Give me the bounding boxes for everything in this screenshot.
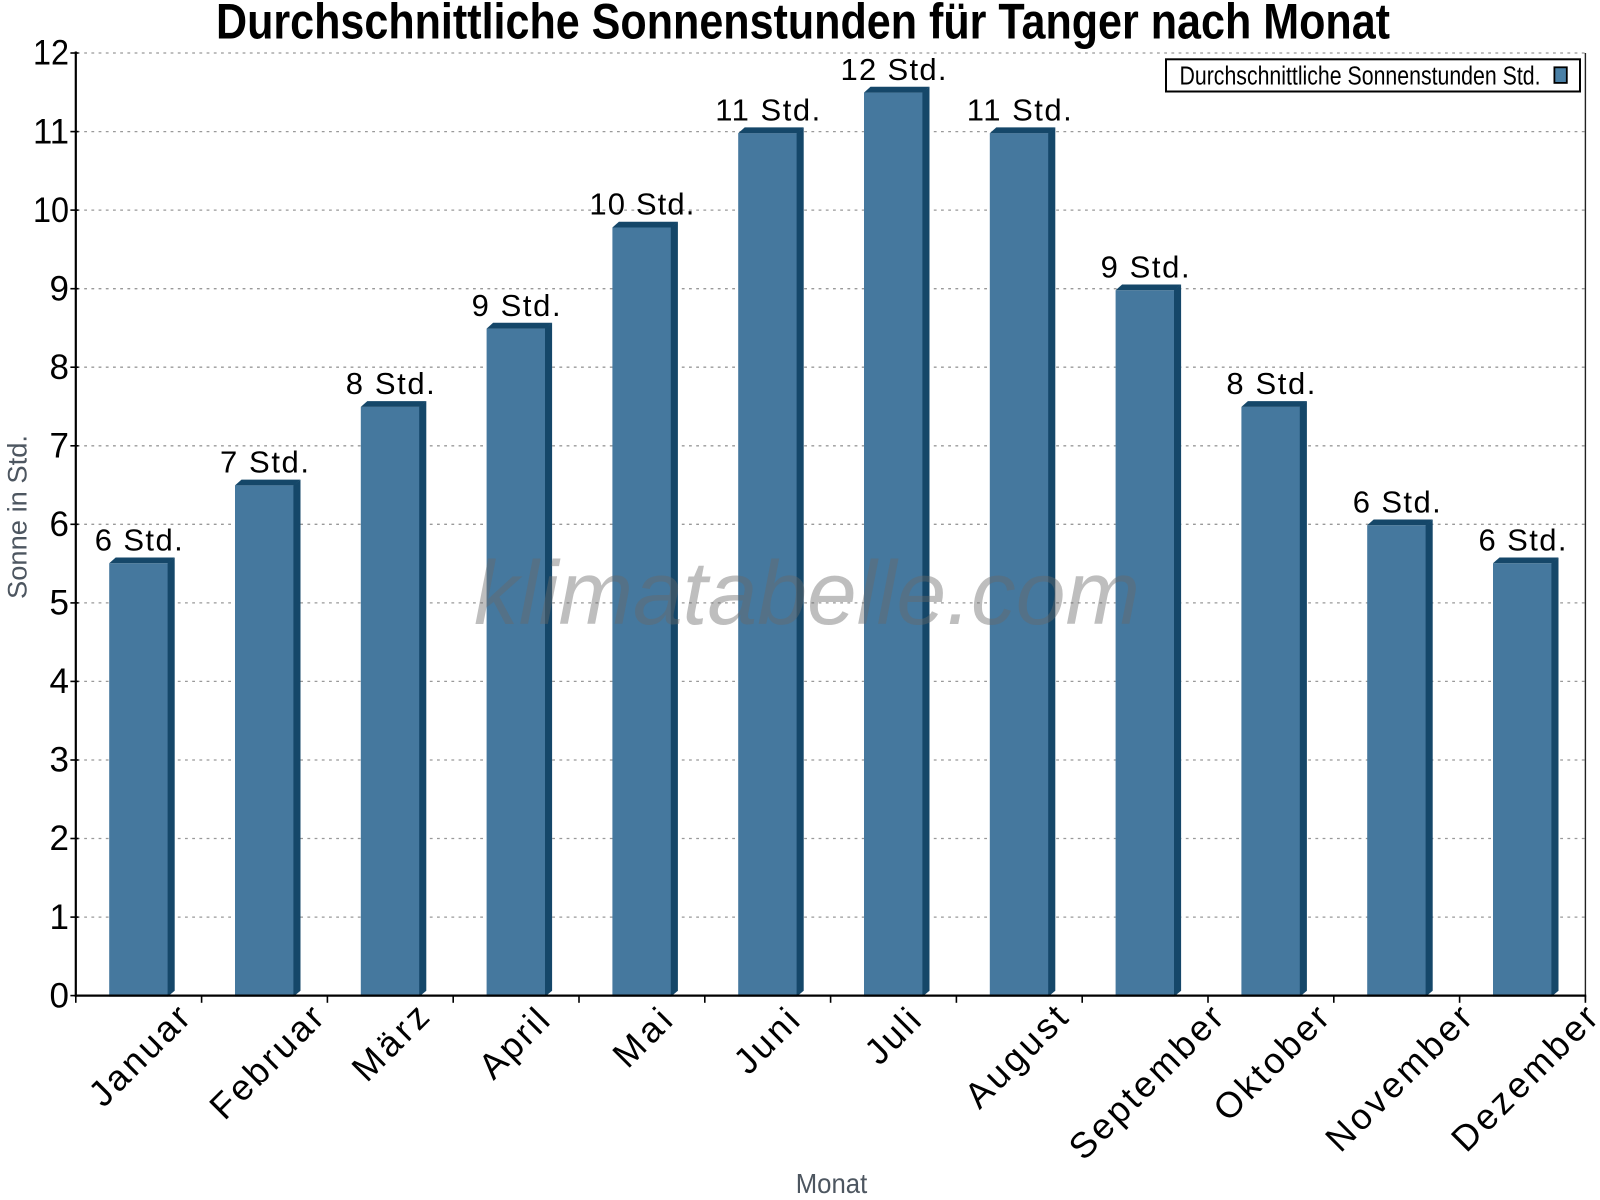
svg-text:4: 4: [50, 662, 69, 701]
svg-text:11 Std.: 11 Std.: [967, 92, 1072, 127]
svg-text:3: 3: [50, 741, 69, 780]
svg-text:10: 10: [33, 191, 69, 230]
svg-text:12 Std.: 12 Std.: [841, 52, 947, 87]
svg-text:12: 12: [33, 34, 69, 73]
svg-text:9 Std.: 9 Std.: [472, 288, 561, 323]
svg-text:6 Std.: 6 Std.: [1353, 485, 1441, 520]
svg-text:8: 8: [50, 348, 69, 387]
svg-text:8 Std.: 8 Std.: [346, 366, 435, 401]
svg-text:1: 1: [50, 898, 69, 937]
svg-text:5: 5: [50, 584, 69, 623]
svg-text:klimatabelle.com: klimatabelle.com: [474, 544, 1140, 644]
svg-text:6 Std.: 6 Std.: [95, 523, 183, 558]
svg-text:0: 0: [50, 976, 69, 1015]
svg-text:6 Std.: 6 Std.: [1479, 523, 1567, 558]
svg-text:Monat: Monat: [796, 1168, 868, 1199]
svg-text:9: 9: [50, 269, 69, 308]
svg-text:7: 7: [50, 426, 69, 465]
svg-text:8 Std.: 8 Std.: [1226, 366, 1315, 401]
svg-text:2: 2: [50, 819, 69, 858]
svg-text:11 Std.: 11 Std.: [715, 92, 820, 127]
svg-text:10 Std.: 10 Std.: [589, 187, 694, 222]
svg-text:9 Std.: 9 Std.: [1101, 250, 1190, 285]
svg-text:Durchschnittliche Sonnenstunde: Durchschnittliche Sonnenstunden Std.: [1180, 63, 1541, 91]
svg-text:6: 6: [50, 505, 69, 544]
svg-text:7 Std.: 7 Std.: [220, 445, 309, 480]
svg-text:11: 11: [33, 112, 69, 151]
svg-text:Sonne in Std.: Sonne in Std.: [3, 435, 33, 599]
svg-text:Durchschnittliche Sonnenstunde: Durchschnittliche Sonnenstunden für Tang…: [216, 0, 1390, 49]
